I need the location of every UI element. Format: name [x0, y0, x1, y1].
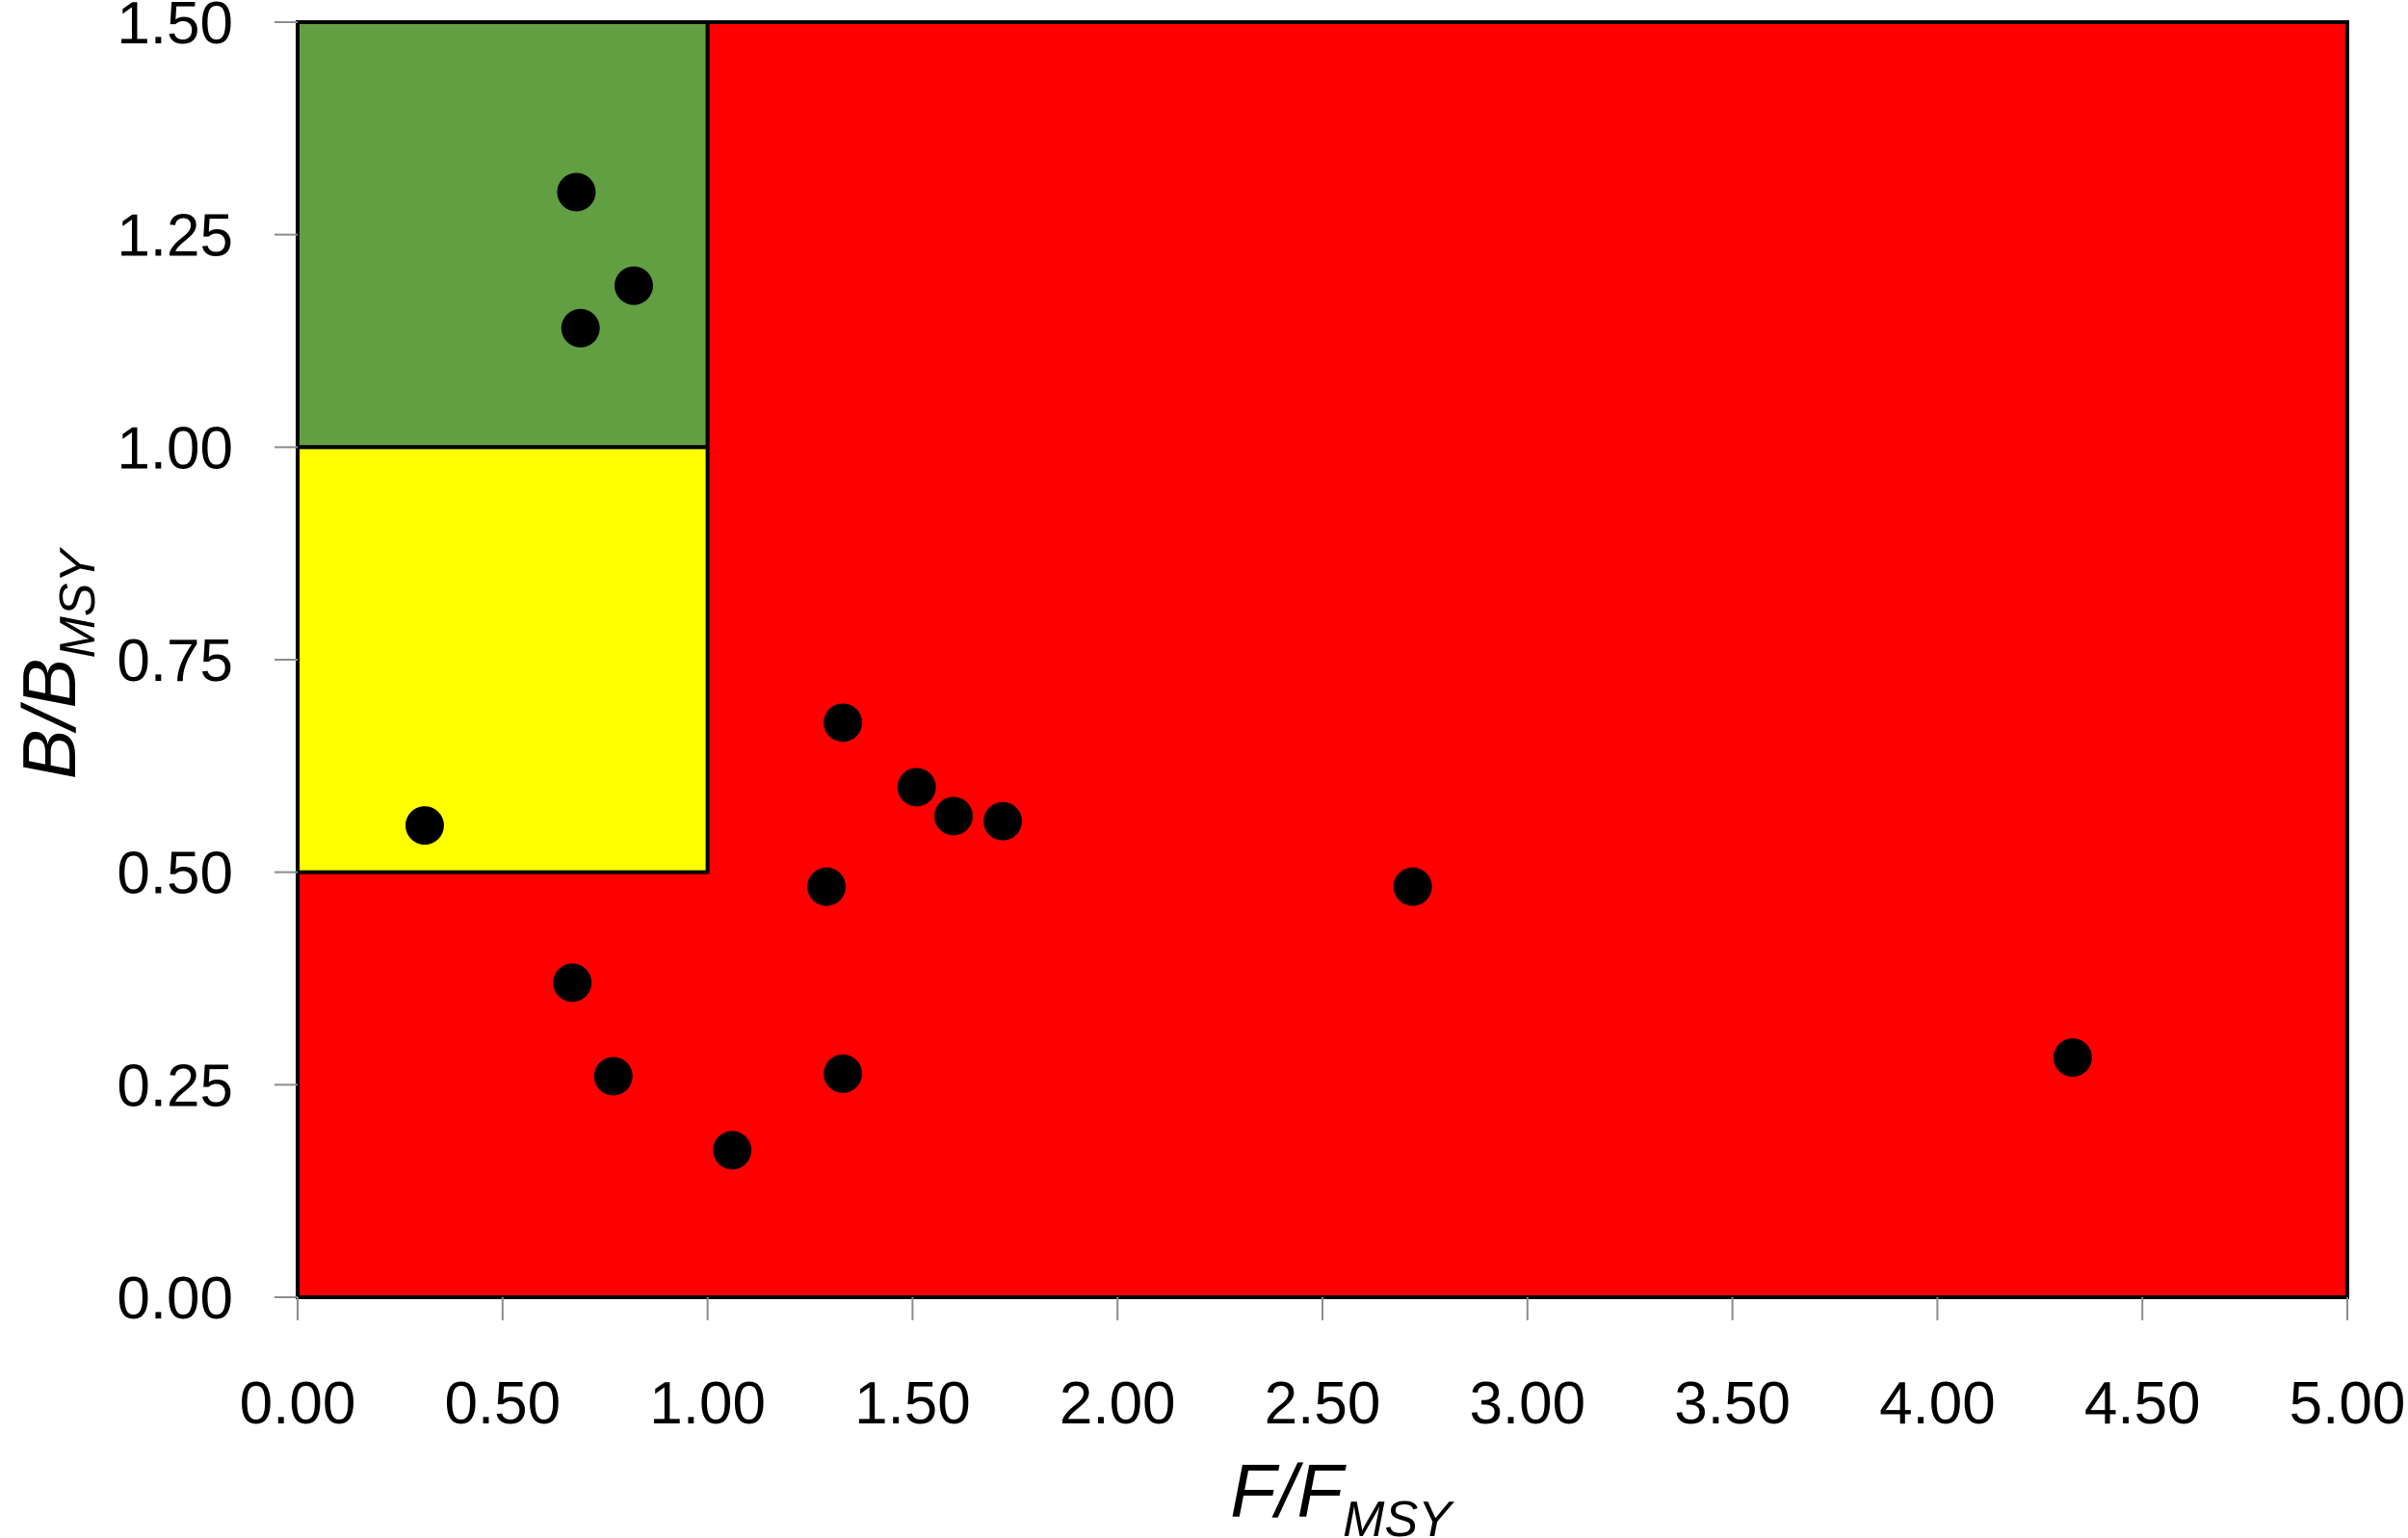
- data-point: [614, 266, 653, 305]
- data-point: [824, 1054, 863, 1093]
- axes: 0.00 0.50 1.00 1.50 2.00 2.50 3.00 3.50 4.00 4.50…: [117, 0, 2405, 1437]
- y-axis-title-sub: MSY: [50, 546, 106, 658]
- data-point: [593, 1056, 633, 1096]
- y-axis-title: B/BMSY: [7, 546, 106, 779]
- y-tick-label: 1.00: [117, 415, 233, 482]
- y-tick-label: 0.50: [117, 841, 233, 907]
- x-tick-label: 4.00: [1879, 1370, 1996, 1437]
- data-point: [2053, 1038, 2092, 1078]
- x-axis-title: F/FMSY: [1230, 1448, 1454, 1538]
- x-axis-title-sub: MSY: [1343, 1492, 1454, 1538]
- data-point: [897, 768, 936, 807]
- data-points: [405, 172, 2092, 1170]
- region-healthy: [296, 20, 710, 450]
- x-tick-label: 0.00: [240, 1370, 356, 1437]
- x-tick-label: 2.00: [1060, 1370, 1176, 1437]
- data-point: [983, 801, 1023, 841]
- x-axis-title-main: F/F: [1230, 1448, 1347, 1533]
- y-tick-label: 0.25: [117, 1053, 233, 1119]
- x-tick-label: 3.50: [1674, 1370, 1791, 1437]
- y-axis-title-main: B/B: [7, 658, 92, 779]
- data-point: [824, 703, 863, 743]
- y-tick-label: 0.00: [117, 1265, 233, 1332]
- x-tick-label: 0.50: [444, 1370, 561, 1437]
- x-tick-label: 4.50: [2084, 1370, 2201, 1437]
- data-point: [807, 867, 847, 906]
- x-tick-label: 2.50: [1265, 1370, 1381, 1437]
- data-point: [1393, 867, 1432, 906]
- data-point: [561, 308, 600, 348]
- y-tick-label: 1.25: [117, 203, 233, 270]
- y-tick-label: 1.50: [117, 0, 233, 57]
- x-tick-label: 1.00: [649, 1370, 766, 1437]
- data-point: [405, 806, 444, 846]
- status-regions: [296, 20, 2349, 1299]
- y-tick-label: 0.75: [117, 628, 233, 694]
- region-caution: [296, 445, 710, 874]
- x-tick-label: 5.00: [2290, 1370, 2406, 1437]
- data-point: [557, 172, 596, 212]
- data-point: [933, 796, 973, 836]
- x-tick-label: 3.00: [1469, 1370, 1585, 1437]
- x-tick-label: 1.50: [854, 1370, 971, 1437]
- data-point: [713, 1131, 752, 1170]
- data-point: [553, 963, 592, 1003]
